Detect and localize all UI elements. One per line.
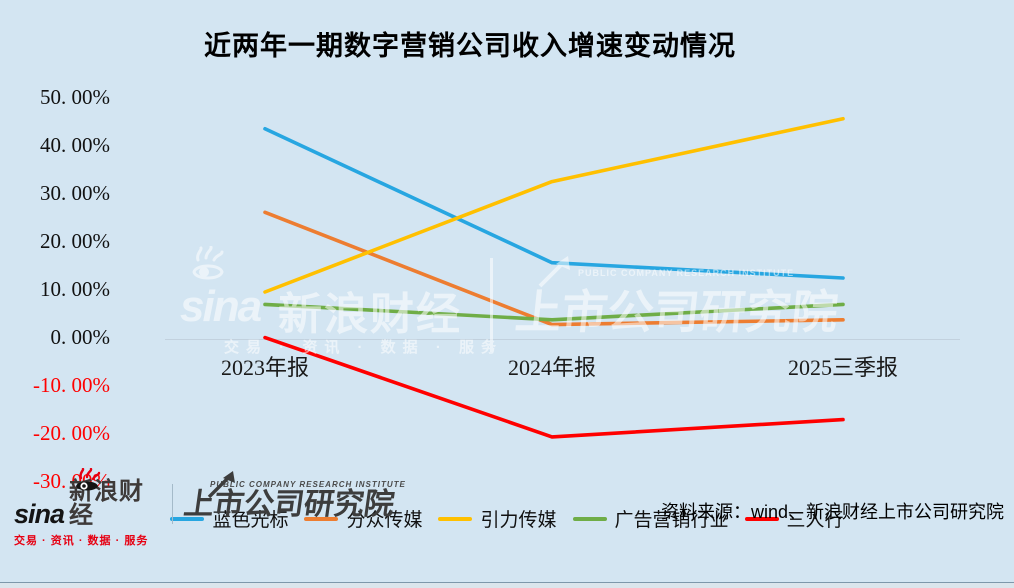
bottom-strip xyxy=(0,582,1014,588)
series-line-3 xyxy=(263,302,845,322)
zero-gridline xyxy=(165,339,960,340)
legend-item: 蓝色光标 xyxy=(170,505,288,532)
chart-title: 近两年一期数字营销公司收入增速变动情况 xyxy=(204,31,736,61)
series-line-1 xyxy=(263,210,845,327)
legend-item: 广告营销行业 xyxy=(572,505,729,532)
institute-logo: PUBLIC COMPANY RESEARCH INSTITUTE 上市公司研究… xyxy=(182,471,406,521)
legend-label: 三人行 xyxy=(786,510,844,531)
legend-swatch xyxy=(170,516,205,521)
legend-swatch xyxy=(744,516,779,521)
series-line-2 xyxy=(263,116,845,294)
footer: sina 新浪财经 交易 · 资讯 · 数据 · 服务 PUBLIC COMPA… xyxy=(0,467,1014,588)
legend-item: 引力传媒 xyxy=(438,505,557,532)
legend-label: 蓝色光标 xyxy=(212,510,289,531)
legend: 蓝色光标 分众传媒 引力传媒 广告营销行业 三人行 xyxy=(0,505,1014,532)
legend-label: 引力传媒 xyxy=(480,510,557,531)
legend-swatch xyxy=(572,516,607,521)
legend-swatch xyxy=(438,516,473,521)
legend-item: 三人行 xyxy=(744,505,844,532)
legend-label: 广告营销行业 xyxy=(614,510,729,531)
footer-divider xyxy=(172,484,173,524)
series-line-4 xyxy=(263,335,845,439)
sina-tagline: 交易 · 资讯 · 数据 · 服务 xyxy=(14,535,149,547)
data-source-text: 资料来源：wind、新浪财经上市公司研究院 xyxy=(660,502,1004,522)
legend-swatch xyxy=(304,516,339,521)
legend-item: 分众传媒 xyxy=(304,505,422,532)
sina-eye-icon xyxy=(72,467,102,499)
sina-logo-text: sina xyxy=(14,499,65,529)
series-line-0 xyxy=(263,127,845,280)
institute-arrow-icon xyxy=(204,470,238,505)
legend-label: 分众传媒 xyxy=(346,510,423,531)
sina-finance-logo: sina 新浪财经 交易 · 资讯 · 数据 · 服务 xyxy=(14,467,164,548)
institute-logo-en: PUBLIC COMPANY RESEARCH INSTITUTE xyxy=(210,480,406,489)
